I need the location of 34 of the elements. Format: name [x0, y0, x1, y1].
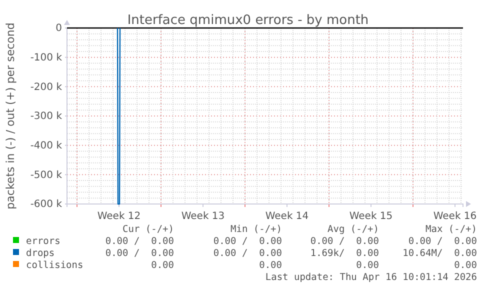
x-tick-label: Week 15 — [349, 211, 393, 222]
legend-label: drops — [26, 248, 55, 259]
y-tick-label: -200 k — [30, 82, 62, 93]
y-tick-label: 0 — [56, 23, 62, 34]
text: 0.00 — [259, 260, 282, 271]
x-tick-label: Week 12 — [97, 211, 141, 222]
y-tick-label: -100 k — [30, 52, 62, 64]
text: 0.00 — [356, 260, 380, 271]
text: 0.00 / 0.00 — [213, 248, 282, 259]
text: Max (-/+) — [426, 224, 477, 235]
x-tick-label: Week 16 — [433, 211, 477, 222]
text: 0.00 — [151, 260, 174, 271]
text: 0.00 / 0.00 — [213, 236, 282, 247]
x-tick-label: Week 14 — [265, 211, 309, 222]
text: Last update: Thu Apr 16 10:01:14 2026 — [265, 272, 478, 283]
text: 0.00 / 0.00 — [408, 236, 478, 247]
text: Avg (-/+) — [328, 224, 379, 235]
text: Cur (-/+) — [122, 224, 174, 235]
text: 0.00 / 0.00 — [105, 236, 174, 247]
text: Min (-/+) — [230, 224, 282, 235]
y-tick-label: -400 k — [30, 140, 62, 152]
y-tick-label: -500 k — [30, 170, 62, 181]
y-axis-title: packets in (-) / out (+) per second — [4, 22, 17, 210]
text: 0.00 — [454, 260, 478, 271]
text: 0.00 / 0.00 — [310, 236, 380, 247]
text: 0.00 / 0.00 — [105, 248, 174, 259]
y-tick-label: -300 k — [30, 111, 62, 122]
text: 10.64M/ 0.00 — [402, 248, 478, 259]
legend-label: collisions — [26, 260, 84, 271]
x-tick-label: Week 13 — [181, 211, 225, 222]
chart-title: Interface qmimux0 errors - by month — [127, 13, 369, 28]
legend-label: errors — [26, 236, 60, 247]
y-tick-label: -600 k — [30, 199, 62, 210]
text: 1.69k/ 0.00 — [310, 248, 380, 259]
